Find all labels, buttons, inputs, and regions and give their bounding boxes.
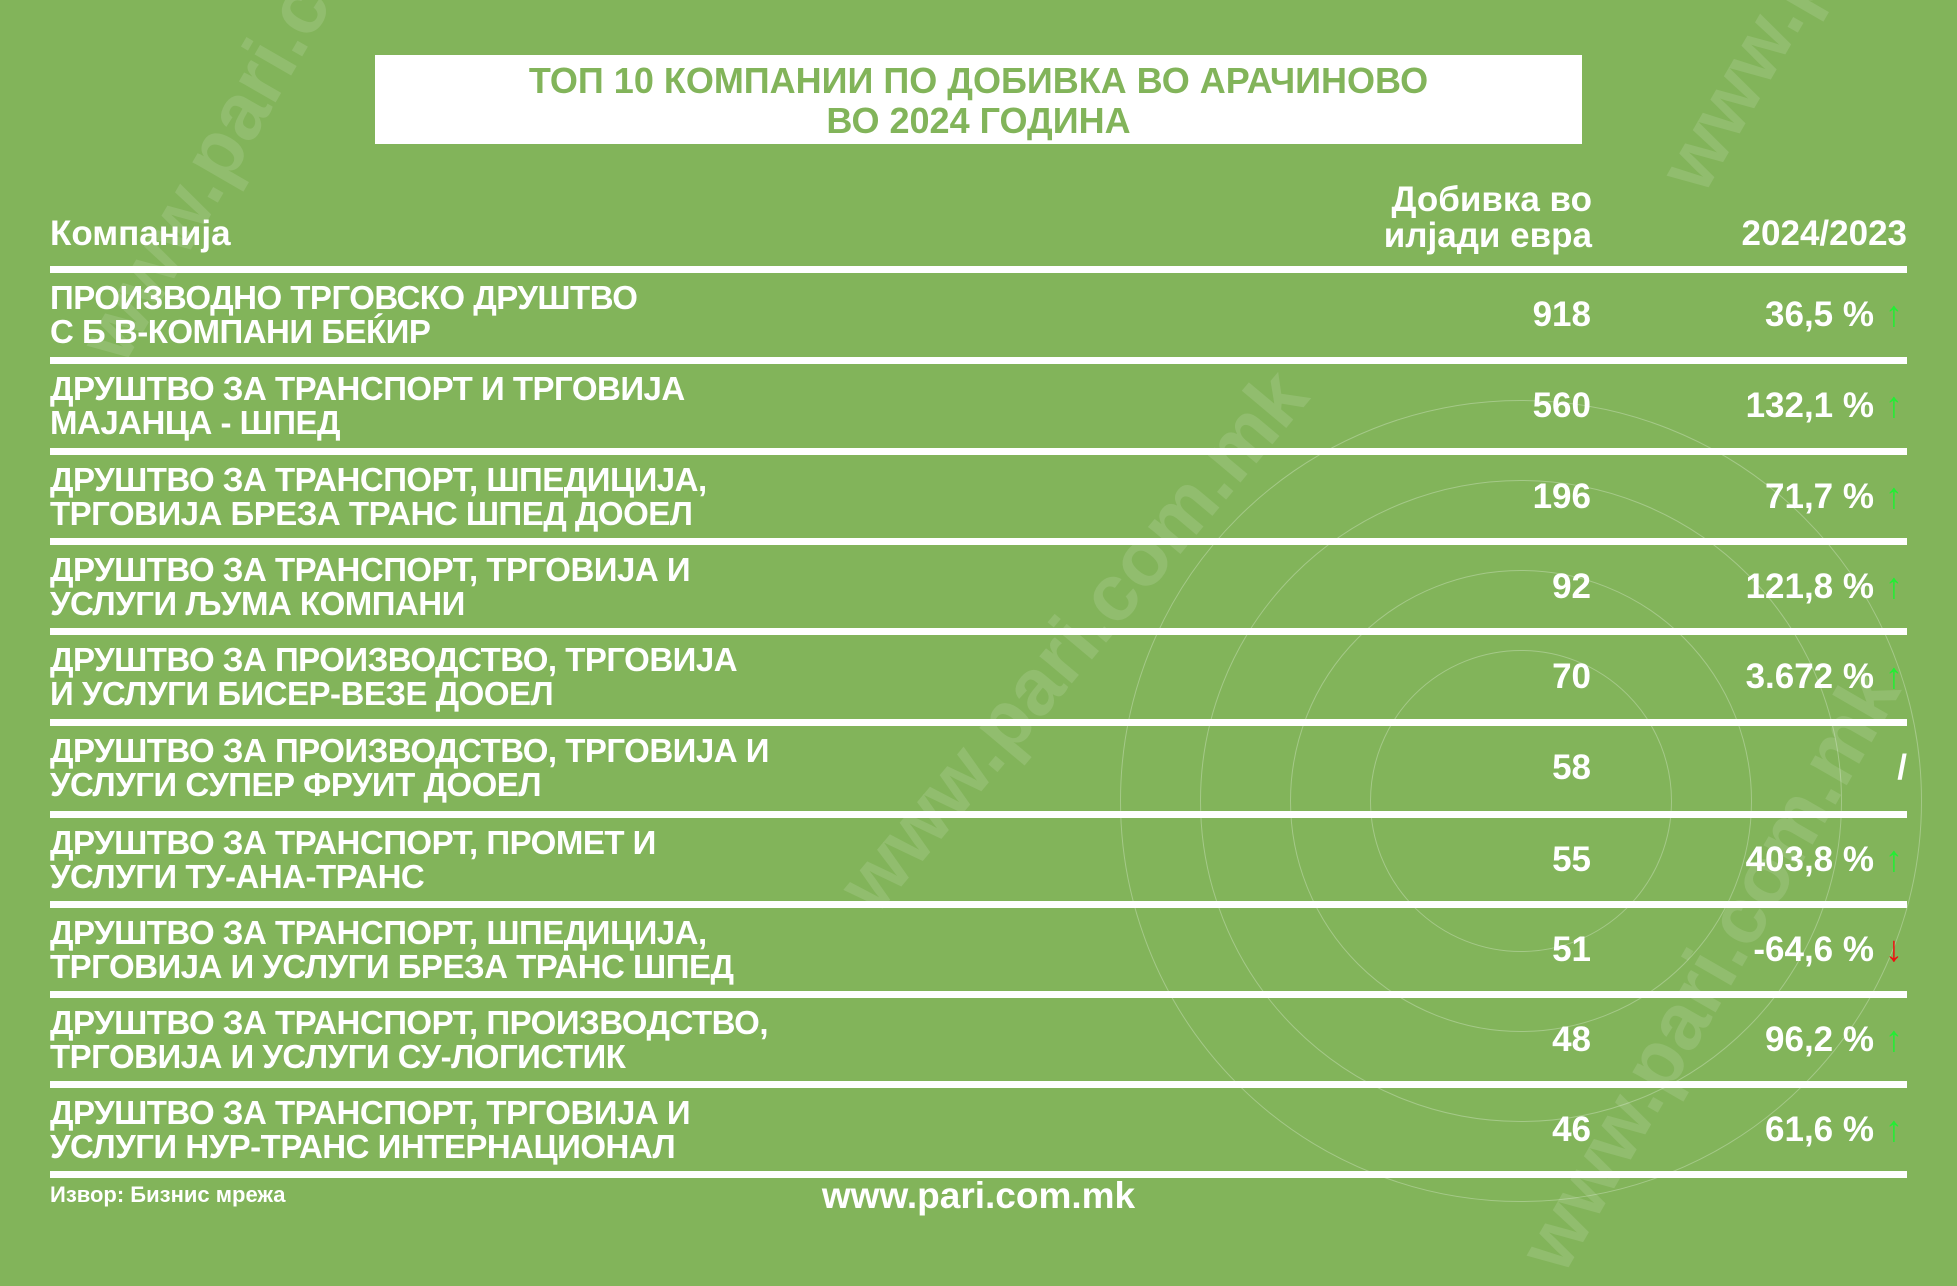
arrow-up-icon: ↑: [1885, 565, 1903, 606]
column-header-change: 2024/2023: [1741, 214, 1907, 253]
company-name-line-2: ТРГОВИЈА БРЕЗА ТРАНС ШПЕД ДООЕЛ: [50, 495, 693, 532]
company-name: ДРУШТВО ЗА ТРАНСПОРТ, ТРГОВИЈА И УСЛУГИ Љ…: [50, 551, 691, 622]
change-value: 3.672 %: [1745, 657, 1874, 696]
company-name: ДРУШТВО ЗА ТРАНСПОРТ, ТРГОВИЈА И УСЛУГИ Н…: [50, 1094, 691, 1165]
title-line-2: ВО 2024 ГОДИНА: [826, 100, 1131, 141]
arrow-up-icon: ↑: [1885, 1018, 1903, 1059]
column-header-profit: Добивка во илјади евра: [1384, 182, 1592, 254]
row-divider: [50, 266, 1907, 273]
table-row: ДРУШТВО ЗА ТРАНСПОРТ, ШПЕДИЦИЈА, ТРГОВИЈА…: [50, 455, 1907, 537]
company-name: ДРУШТВО ЗА ТРАНСПОРТ, ПРОИЗВОДСТВО, ТРГОВ…: [50, 1004, 769, 1075]
table-row: ДРУШТВО ЗА ТРАНСПОРТ, ПРОИЗВОДСТВО, ТРГОВ…: [50, 998, 1907, 1080]
company-name: ДРУШТВО ЗА ТРАНСПОРТ И ТРГОВИЈА МАЈАНЦА -…: [50, 372, 685, 440]
arrow-up-icon: ↑: [1885, 475, 1903, 516]
column-header-company: Компанија: [50, 214, 231, 253]
company-name-line-2: УСЛУГИ ЉУМА КОМПАНИ: [50, 585, 465, 622]
company-name-line-2: УСЛУГИ ТУ-АНА-ТРАНС: [50, 858, 425, 895]
profit-value: 560: [1532, 386, 1591, 425]
company-name-line-1: ДРУШТВО ЗА ТРАНСПОРТ, ТРГОВИЈА И: [50, 1094, 691, 1131]
source-note: Извор: Бизнис мрежа: [50, 1182, 286, 1207]
profit-header-line-1: Добивка во: [1391, 180, 1592, 219]
profit-value: 70: [1552, 657, 1591, 696]
table-row: ДРУШТВО ЗА ТРАНСПОРТ, ШПЕДИЦИЈА, ТРГОВИЈА…: [50, 908, 1907, 990]
company-name-line-1: ДРУШТВО ЗА ТРАНСПОРТ И ТРГОВИЈА: [50, 370, 685, 407]
row-divider: [50, 448, 1907, 455]
row-divider: [50, 538, 1907, 545]
company-name: ДРУШТВО ЗА ПРОИЗВОДСТВО, ТРГОВИЈА И УСЛУГ…: [50, 641, 738, 712]
change-value: 403,8 %: [1745, 840, 1874, 879]
arrow-up-icon: ↑: [1885, 1108, 1903, 1149]
decorative-ring: [1370, 650, 1672, 952]
company-name: ДРУШТВО ЗА ТРАНСПОРТ, ПРОМЕТ И УСЛУГИ ТУ-…: [50, 826, 656, 894]
company-name-line-1: ДРУШТВО ЗА ПРОИЗВОДСТВО, ТРГОВИЈА И: [50, 732, 769, 769]
profit-value: 918: [1532, 295, 1591, 334]
row-divider: [50, 811, 1907, 818]
profit-header-line-2: илјади евра: [1383, 216, 1592, 255]
table-row: ДРУШТВО ЗА ПРОИЗВОДСТВО, ТРГОВИЈА И УСЛУГ…: [50, 635, 1907, 717]
profit-value: 92: [1552, 567, 1591, 606]
page-title: ТОП 10 КОМПАНИИ ПО ДОБИВКА ВО АРАЧИНОВО …: [375, 55, 1582, 144]
profit-value: 46: [1552, 1110, 1591, 1149]
change-value: /: [1897, 748, 1907, 787]
company-name-line-2: С Б В-КОМПАНИ БЕЌИР: [50, 313, 431, 350]
change-value: 132,1 %: [1745, 386, 1874, 425]
table-row: ДРУШТВО ЗА ТРАНСПОРТ, ТРГОВИЈА И УСЛУГИ Н…: [50, 1088, 1907, 1170]
company-name-line-2: И УСЛУГИ БИСЕР-ВЕЗЕ ДООЕЛ: [50, 675, 554, 712]
row-divider: [50, 628, 1907, 635]
change-value: 96,2 %: [1765, 1020, 1874, 1059]
company-name-line-1: ДРУШТВО ЗА ТРАНСПОРТ, ПРОМЕТ И: [50, 824, 656, 861]
company-name-line-2: УСЛУГИ СУПЕР ФРУИТ ДООЕЛ: [50, 766, 541, 803]
row-divider: [50, 719, 1907, 726]
watermark-text: www.pari.com.mk: [1640, 0, 1957, 206]
company-name: ПРОИЗВОДНО ТРГОВСКО ДРУШТВО С Б В-КОМПАНИ…: [50, 279, 638, 350]
change-value: 36,5 %: [1765, 295, 1874, 334]
table-row: ДРУШТВО ЗА ТРАНСПОРТ И ТРГОВИЈА МАЈАНЦА -…: [50, 364, 1907, 446]
company-name: ДРУШТВО ЗА ТРАНСПОРТ, ШПЕДИЦИЈА, ТРГОВИЈА…: [50, 463, 707, 531]
table-row: ДРУШТВО ЗА ПРОИЗВОДСТВО, ТРГОВИЈА И УСЛУГ…: [50, 726, 1907, 808]
company-name-line-2: ТРГОВИЈА И УСЛУГИ СУ-ЛОГИСТИК: [50, 1038, 626, 1075]
change-value: 71,7 %: [1765, 477, 1874, 516]
row-divider: [50, 901, 1907, 908]
change-value: 121,8 %: [1745, 567, 1874, 606]
company-name-line-1: ДРУШТВО ЗА ТРАНСПОРТ, ПРОИЗВОДСТВО,: [50, 1004, 769, 1041]
company-name-line-1: ДРУШТВО ЗА ТРАНСПОРТ, ШПЕДИЦИЈА,: [50, 461, 707, 498]
decorative-ring: [1120, 400, 1922, 1202]
arrow-up-icon: ↑: [1885, 655, 1903, 696]
profit-value: 51: [1552, 930, 1591, 969]
arrow-down-icon: ↓: [1885, 928, 1903, 969]
company-name: ДРУШТВО ЗА ТРАНСПОРТ, ШПЕДИЦИЈА, ТРГОВИЈА…: [50, 914, 734, 985]
profit-value: 196: [1532, 477, 1591, 516]
decorative-ring: [1290, 570, 1752, 1032]
table-row: ДРУШТВО ЗА ТРАНСПОРТ, ПРОМЕТ И УСЛУГИ ТУ-…: [50, 818, 1907, 900]
change-value: 61,6 %: [1765, 1110, 1874, 1149]
company-name: ДРУШТВО ЗА ПРОИЗВОДСТВО, ТРГОВИЈА И УСЛУГ…: [50, 734, 769, 802]
decorative-ring: [1200, 480, 1842, 1122]
company-name-line-2: МАЈАНЦА - ШПЕД: [50, 404, 340, 441]
company-name-line-1: ДРУШТВО ЗА ТРАНСПОРТ, ШПЕДИЦИЈА,: [50, 914, 707, 951]
company-name-line-1: ДРУШТВО ЗА ТРАНСПОРТ, ТРГОВИЈА И: [50, 551, 691, 588]
profit-value: 48: [1552, 1020, 1591, 1059]
row-divider: [50, 357, 1907, 364]
arrow-up-icon: ↑: [1885, 384, 1903, 425]
row-divider: [50, 1171, 1907, 1178]
table-row: ПРОИЗВОДНО ТРГОВСКО ДРУШТВО С Б В-КОМПАНИ…: [50, 273, 1907, 355]
table-row: ДРУШТВО ЗА ТРАНСПОРТ, ТРГОВИЈА И УСЛУГИ Љ…: [50, 545, 1907, 627]
change-value: -64,6 %: [1753, 930, 1874, 969]
arrow-up-icon: ↑: [1885, 293, 1903, 334]
title-line-1: ТОП 10 КОМПАНИИ ПО ДОБИВКА ВО АРАЧИНОВО: [528, 60, 1429, 101]
arrow-up-icon: ↑: [1885, 838, 1903, 879]
website-label: www.pari.com.mk: [821, 1175, 1136, 1216]
company-name-line-1: ДРУШТВО ЗА ПРОИЗВОДСТВО, ТРГОВИЈА: [50, 641, 738, 678]
row-divider: [50, 991, 1907, 998]
company-name-line-2: УСЛУГИ НУР-ТРАНС ИНТЕРНАЦИОНАЛ: [50, 1128, 676, 1165]
profit-value: 55: [1552, 840, 1591, 879]
row-divider: [50, 1081, 1907, 1088]
company-name-line-2: ТРГОВИЈА И УСЛУГИ БРЕЗА ТРАНС ШПЕД: [50, 948, 734, 985]
company-name-line-1: ПРОИЗВОДНО ТРГОВСКО ДРУШТВО: [50, 279, 638, 316]
profit-value: 58: [1552, 748, 1591, 787]
